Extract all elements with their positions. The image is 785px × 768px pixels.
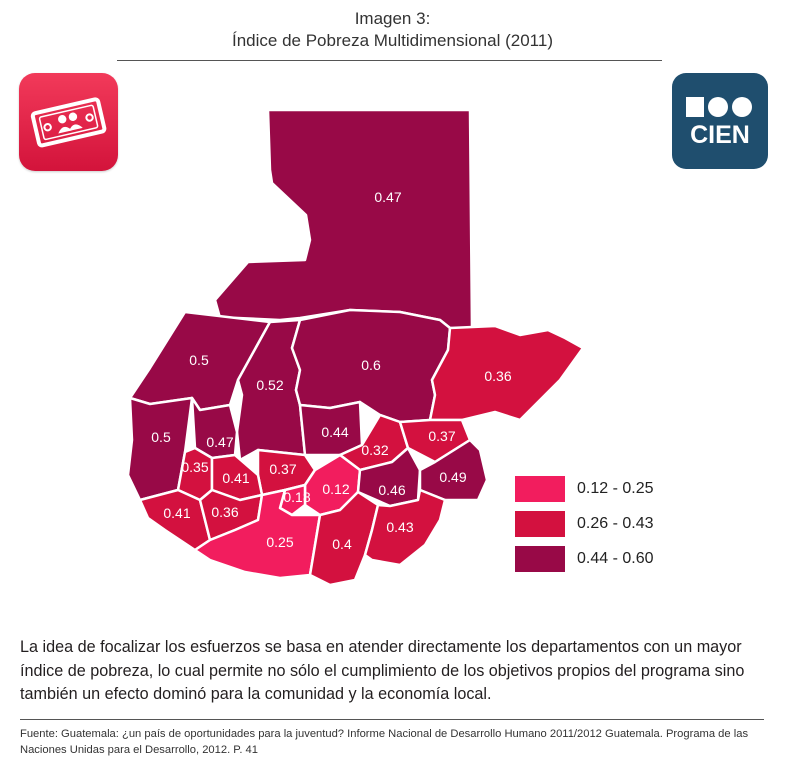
label-santa-rosa: 0.4 (332, 536, 352, 552)
figure-number: Imagen 3: (354, 9, 431, 28)
source-divider (20, 719, 764, 720)
region-peten (213, 108, 474, 332)
cien-logo-graphic: CIEN (686, 97, 752, 149)
legend-swatch-high (515, 546, 565, 572)
money-people-icon (19, 73, 118, 171)
label-quiche: 0.52 (256, 377, 283, 393)
legend-swatch-mid (515, 511, 565, 537)
poverty-map: 0.47 0.5 0.52 0.6 0.36 0.5 0.47 0.44 0.3… (126, 108, 585, 587)
title-divider (117, 60, 662, 61)
legend-swatch-low (515, 476, 565, 502)
label-huehuetenango: 0.5 (189, 352, 209, 368)
label-san-marcos: 0.5 (151, 429, 171, 445)
map-labels: 0.47 0.5 0.52 0.6 0.36 0.5 0.47 0.44 0.3… (151, 189, 512, 552)
label-chiquimula: 0.49 (439, 469, 466, 485)
label-izabal: 0.36 (484, 368, 511, 384)
label-totonicapan: 0.47 (206, 434, 233, 450)
label-zacapa: 0.35 (181, 459, 208, 475)
label-suchitepequez: 0.36 (211, 504, 238, 520)
legend-label-high: 0.44 - 0.60 (577, 550, 654, 567)
region-izabal (428, 324, 585, 422)
body-paragraph: La idea de focalizar los esfuerzos se ba… (20, 638, 745, 703)
cien-logo: CIEN (672, 73, 768, 169)
label-el-progreso: 0.32 (361, 442, 388, 458)
label-retalhuleu: 0.41 (163, 505, 190, 521)
label-jutiapa: 0.43 (386, 519, 413, 535)
cien-logo-text: CIEN (690, 121, 750, 149)
source-citation: Fuente: Guatemala: ¿un país de oportunid… (20, 728, 749, 756)
label-sacatepequez: 0.18 (283, 489, 310, 505)
legend-label-low: 0.12 - 0.25 (577, 480, 654, 497)
legend-label-mid: 0.26 - 0.43 (577, 515, 654, 532)
money-people-icon-graphic (30, 97, 107, 148)
label-quetzaltenango: 0.41 (222, 470, 249, 486)
guatemala-map: 0.47 0.5 0.52 0.6 0.36 0.5 0.47 0.44 0.3… (126, 108, 585, 587)
label-escuintla: 0.25 (266, 534, 293, 550)
label-jalapa: 0.46 (378, 482, 405, 498)
label-peten: 0.47 (374, 189, 401, 205)
label-baja-verapaz: 0.44 (321, 424, 348, 440)
region-jutiapa (363, 488, 447, 567)
label-guatemala: 0.12 (322, 481, 349, 497)
region-chiquimula (418, 438, 489, 502)
figure-header: Imagen 3: Índice de Pobreza Multidimensi… (0, 8, 785, 52)
label-chimaltenango: 0.37 (269, 461, 296, 477)
label-alta-verapaz: 0.6 (361, 357, 381, 373)
figure-title: Índice de Pobreza Multidimensional (2011… (232, 31, 553, 50)
label-sacatepequez-north: 0.37 (428, 428, 455, 444)
